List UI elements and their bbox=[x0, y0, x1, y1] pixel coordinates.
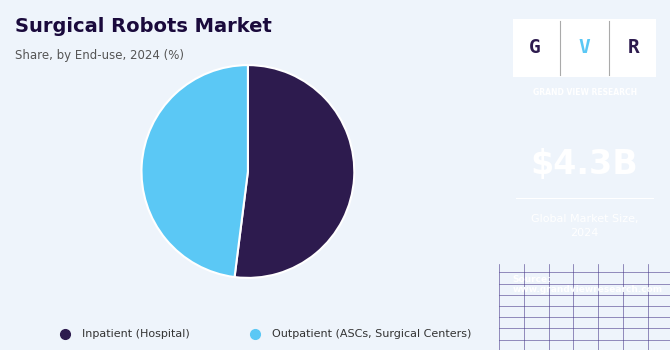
Text: R: R bbox=[628, 38, 640, 57]
Text: GRAND VIEW RESEARCH: GRAND VIEW RESEARCH bbox=[533, 88, 636, 97]
Text: Outpatient (ASCs, Surgical Centers): Outpatient (ASCs, Surgical Centers) bbox=[272, 329, 472, 339]
Text: V: V bbox=[579, 38, 590, 57]
Text: Share, by End-use, 2024 (%): Share, by End-use, 2024 (%) bbox=[15, 49, 184, 62]
FancyBboxPatch shape bbox=[513, 19, 657, 77]
Text: Inpatient (Hospital): Inpatient (Hospital) bbox=[82, 329, 190, 339]
Text: G: G bbox=[529, 38, 541, 57]
Text: Surgical Robots Market: Surgical Robots Market bbox=[15, 18, 272, 36]
Wedge shape bbox=[234, 65, 354, 278]
Text: $4.3B: $4.3B bbox=[531, 148, 639, 181]
Wedge shape bbox=[141, 65, 248, 277]
Text: Source:
www.grandviewresearch.com: Source: www.grandviewresearch.com bbox=[513, 275, 663, 294]
Text: Global Market Size,
2024: Global Market Size, 2024 bbox=[531, 214, 639, 238]
